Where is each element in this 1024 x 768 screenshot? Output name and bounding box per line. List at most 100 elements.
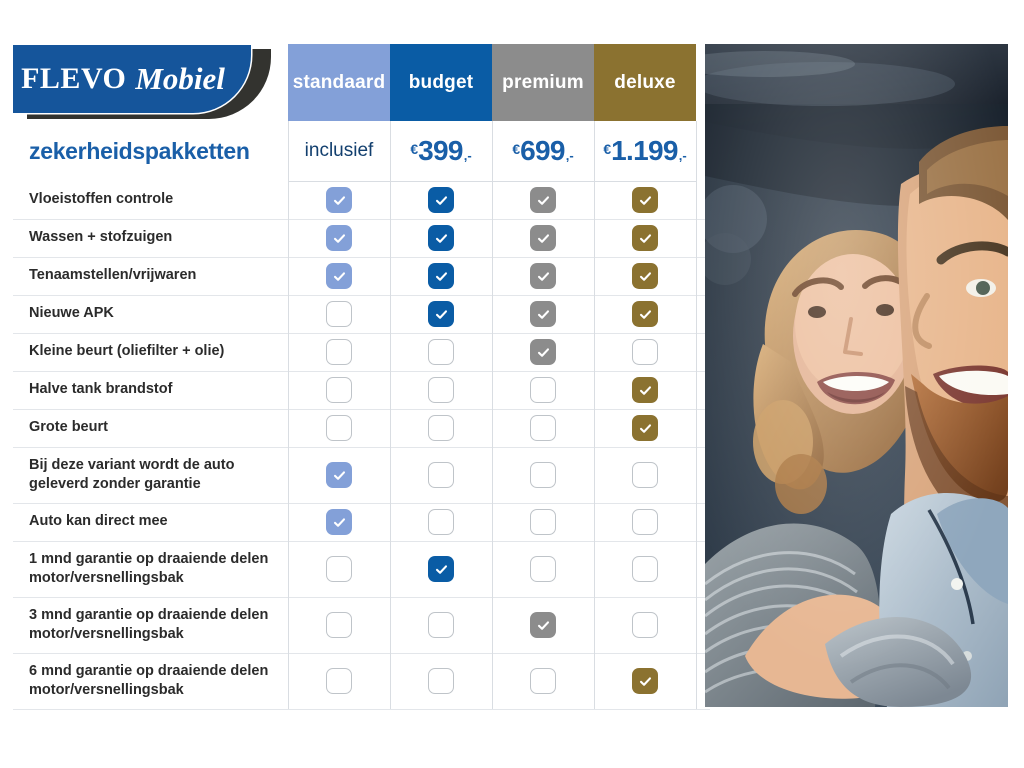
cell-standaard[interactable] <box>288 597 390 653</box>
checkbox-unchecked-icon[interactable] <box>530 556 556 582</box>
checkbox-checked-icon[interactable] <box>326 225 352 251</box>
cell-deluxe[interactable] <box>594 371 696 409</box>
cell-budget[interactable] <box>390 503 492 541</box>
checkbox-unchecked-icon[interactable] <box>530 462 556 488</box>
cell-premium[interactable] <box>492 181 594 219</box>
checkbox-unchecked-icon[interactable] <box>632 462 658 488</box>
cell-budget[interactable] <box>390 447 492 503</box>
checkbox-unchecked-icon[interactable] <box>632 509 658 535</box>
cell-deluxe[interactable] <box>594 219 696 257</box>
checkbox-checked-icon[interactable] <box>326 263 352 289</box>
column-header-budget[interactable]: budget <box>390 44 492 121</box>
checkbox-checked-icon[interactable] <box>632 187 658 213</box>
checkbox-checked-icon[interactable] <box>530 612 556 638</box>
cell-deluxe[interactable] <box>594 333 696 371</box>
cell-standaard[interactable] <box>288 653 390 709</box>
checkbox-checked-icon[interactable] <box>326 462 352 488</box>
cell-standaard[interactable] <box>288 219 390 257</box>
cell-standaard[interactable] <box>288 503 390 541</box>
cell-budget[interactable] <box>390 333 492 371</box>
cell-premium[interactable] <box>492 371 594 409</box>
checkbox-unchecked-icon[interactable] <box>632 556 658 582</box>
checkbox-unchecked-icon[interactable] <box>428 415 454 441</box>
cell-deluxe[interactable] <box>594 257 696 295</box>
cell-standaard[interactable] <box>288 333 390 371</box>
checkbox-unchecked-icon[interactable] <box>326 415 352 441</box>
checkbox-unchecked-icon[interactable] <box>530 377 556 403</box>
checkbox-checked-icon[interactable] <box>428 556 454 582</box>
column-header-deluxe[interactable]: deluxe <box>594 44 696 121</box>
cell-budget[interactable] <box>390 181 492 219</box>
checkbox-unchecked-icon[interactable] <box>530 509 556 535</box>
cell-budget[interactable] <box>390 597 492 653</box>
cell-premium[interactable] <box>492 597 594 653</box>
checkbox-checked-icon[interactable] <box>632 668 658 694</box>
checkbox-checked-icon[interactable] <box>530 263 556 289</box>
cell-standaard[interactable] <box>288 181 390 219</box>
cell-premium[interactable] <box>492 295 594 333</box>
cell-deluxe[interactable] <box>594 653 696 709</box>
cell-premium[interactable] <box>492 503 594 541</box>
cell-premium[interactable] <box>492 653 594 709</box>
checkbox-unchecked-icon[interactable] <box>530 668 556 694</box>
flevo-mobiel-logo[interactable]: FLEVO Mobiel <box>13 45 271 119</box>
checkbox-unchecked-icon[interactable] <box>326 612 352 638</box>
checkbox-unchecked-icon[interactable] <box>428 462 454 488</box>
checkbox-unchecked-icon[interactable] <box>326 377 352 403</box>
cell-premium[interactable] <box>492 219 594 257</box>
checkbox-checked-icon[interactable] <box>428 187 454 213</box>
cell-deluxe[interactable] <box>594 181 696 219</box>
checkbox-unchecked-icon[interactable] <box>632 339 658 365</box>
cell-budget[interactable] <box>390 653 492 709</box>
cell-budget[interactable] <box>390 541 492 597</box>
checkbox-unchecked-icon[interactable] <box>428 509 454 535</box>
cell-deluxe[interactable] <box>594 541 696 597</box>
column-header-premium[interactable]: premium <box>492 44 594 121</box>
cell-standaard[interactable] <box>288 447 390 503</box>
checkbox-unchecked-icon[interactable] <box>326 668 352 694</box>
cell-budget[interactable] <box>390 257 492 295</box>
checkbox-unchecked-icon[interactable] <box>428 612 454 638</box>
checkbox-checked-icon[interactable] <box>530 339 556 365</box>
cell-deluxe[interactable] <box>594 447 696 503</box>
cell-premium[interactable] <box>492 541 594 597</box>
cell-budget[interactable] <box>390 409 492 447</box>
cell-deluxe[interactable] <box>594 295 696 333</box>
checkbox-checked-icon[interactable] <box>428 225 454 251</box>
column-header-standaard[interactable]: standaard <box>288 44 390 121</box>
cell-premium[interactable] <box>492 447 594 503</box>
checkbox-unchecked-icon[interactable] <box>530 415 556 441</box>
checkbox-checked-icon[interactable] <box>530 301 556 327</box>
checkbox-unchecked-icon[interactable] <box>326 556 352 582</box>
cell-standaard[interactable] <box>288 257 390 295</box>
checkbox-checked-icon[interactable] <box>326 509 352 535</box>
checkbox-checked-icon[interactable] <box>530 187 556 213</box>
cell-premium[interactable] <box>492 257 594 295</box>
checkbox-checked-icon[interactable] <box>632 301 658 327</box>
cell-budget[interactable] <box>390 295 492 333</box>
checkbox-checked-icon[interactable] <box>632 415 658 441</box>
cell-deluxe[interactable] <box>594 503 696 541</box>
checkbox-unchecked-icon[interactable] <box>326 339 352 365</box>
checkbox-unchecked-icon[interactable] <box>632 612 658 638</box>
checkbox-checked-icon[interactable] <box>632 225 658 251</box>
cell-deluxe[interactable] <box>594 597 696 653</box>
cell-standaard[interactable] <box>288 371 390 409</box>
cell-premium[interactable] <box>492 333 594 371</box>
cell-standaard[interactable] <box>288 541 390 597</box>
cell-deluxe[interactable] <box>594 409 696 447</box>
cell-budget[interactable] <box>390 219 492 257</box>
checkbox-checked-icon[interactable] <box>428 301 454 327</box>
checkbox-unchecked-icon[interactable] <box>428 339 454 365</box>
checkbox-checked-icon[interactable] <box>428 263 454 289</box>
checkbox-checked-icon[interactable] <box>632 377 658 403</box>
checkbox-unchecked-icon[interactable] <box>428 377 454 403</box>
cell-standaard[interactable] <box>288 295 390 333</box>
checkbox-unchecked-icon[interactable] <box>428 668 454 694</box>
cell-premium[interactable] <box>492 409 594 447</box>
cell-standaard[interactable] <box>288 409 390 447</box>
cell-budget[interactable] <box>390 371 492 409</box>
checkbox-unchecked-icon[interactable] <box>326 301 352 327</box>
checkbox-checked-icon[interactable] <box>326 187 352 213</box>
checkbox-checked-icon[interactable] <box>530 225 556 251</box>
